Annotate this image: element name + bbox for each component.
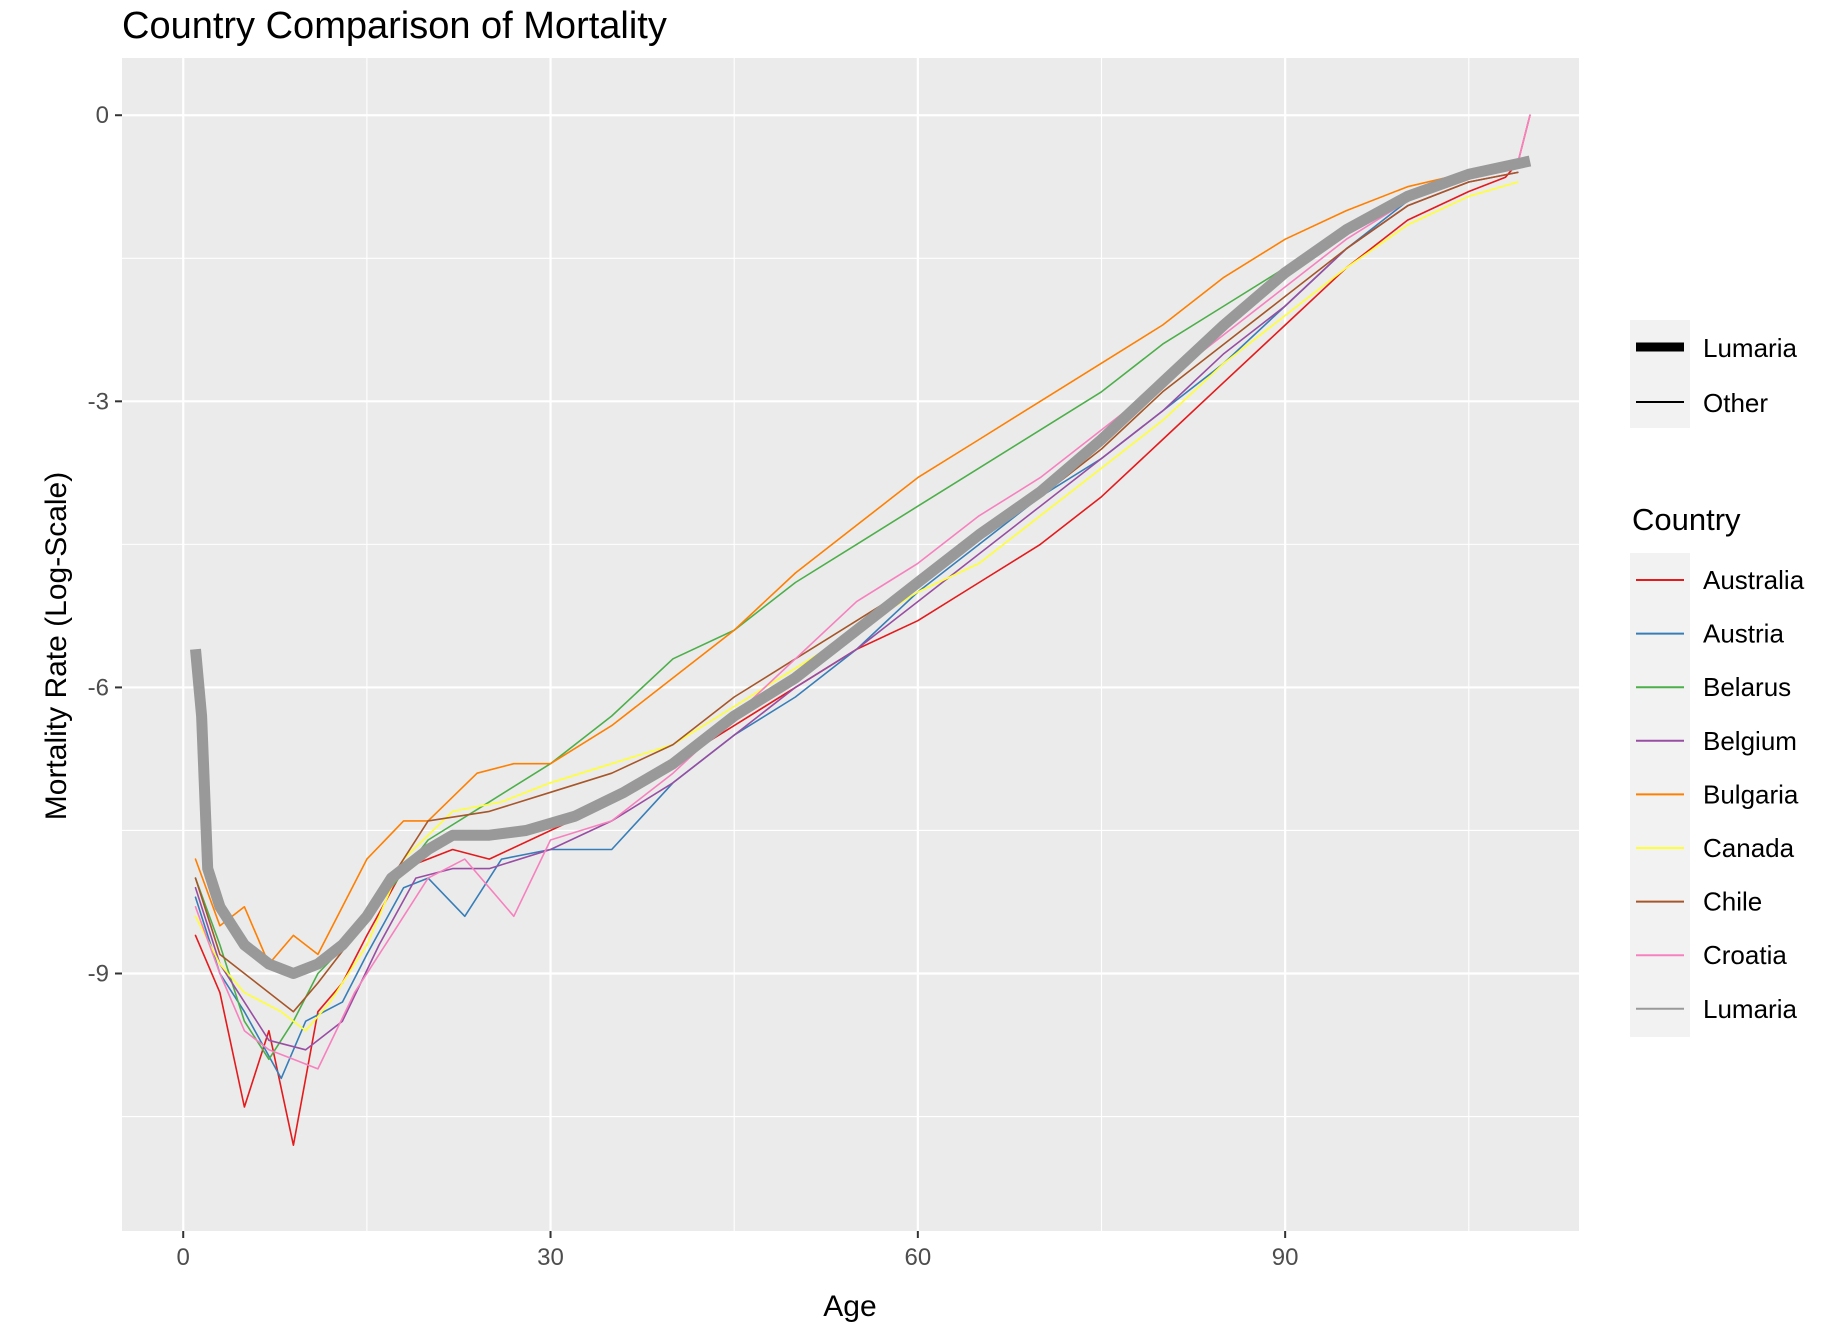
x-axis-title: Age: [823, 1290, 876, 1323]
size-legend: Lumaria Other: [1630, 320, 1797, 428]
color-legend-title: Country: [1632, 502, 1741, 537]
plot-panel: [122, 58, 1579, 1231]
x-tick-label: 30: [537, 1244, 564, 1271]
series-line-lumaria: [190, 155, 1532, 979]
legend-label-lumaria: Lumaria: [1703, 994, 1797, 1024]
y-tick-label: 0: [96, 102, 109, 129]
series-line-chile: [194, 171, 1519, 1013]
legend-label-croatia: Croatia: [1703, 940, 1787, 970]
series-line-belgium: [194, 171, 1519, 1051]
series-line-canada: [194, 181, 1519, 1032]
x-tick-label: 0: [177, 1244, 190, 1271]
size-legend-label-thin: Other: [1703, 388, 1768, 418]
size-legend-label-thick: Lumaria: [1703, 333, 1797, 363]
y-tick-label: -6: [88, 674, 109, 701]
x-tick-label: 60: [904, 1244, 931, 1271]
legend-label-australia: Australia: [1703, 565, 1805, 595]
color-legend: Country Australia Austria Belarus Belgium Bu…: [1630, 502, 1805, 1037]
x-tick-label: 90: [1272, 1244, 1299, 1271]
series-line-bulgaria: [194, 166, 1519, 965]
legend-label-belgium: Belgium: [1703, 726, 1797, 756]
grid-lines: [122, 58, 1579, 1231]
legend-label-belarus: Belarus: [1703, 672, 1791, 702]
series-layer: [190, 114, 1532, 1146]
chart-title: Country Comparison of Mortality: [122, 5, 667, 47]
y-tick-label: -9: [88, 961, 109, 988]
legend-label-bulgaria: Bulgaria: [1703, 779, 1799, 809]
y-axis-title: Mortality Rate (Log-Scale): [40, 472, 73, 820]
axis-ticks: 0 30 60 90 0 -3 -6 -9: [88, 102, 1299, 1271]
size-legend-background: [1630, 320, 1690, 428]
legend-label-canada: Canada: [1703, 833, 1795, 863]
legend-label-chile: Chile: [1703, 887, 1762, 917]
y-tick-label: -3: [88, 388, 109, 415]
legend-label-austria: Austria: [1703, 619, 1784, 649]
